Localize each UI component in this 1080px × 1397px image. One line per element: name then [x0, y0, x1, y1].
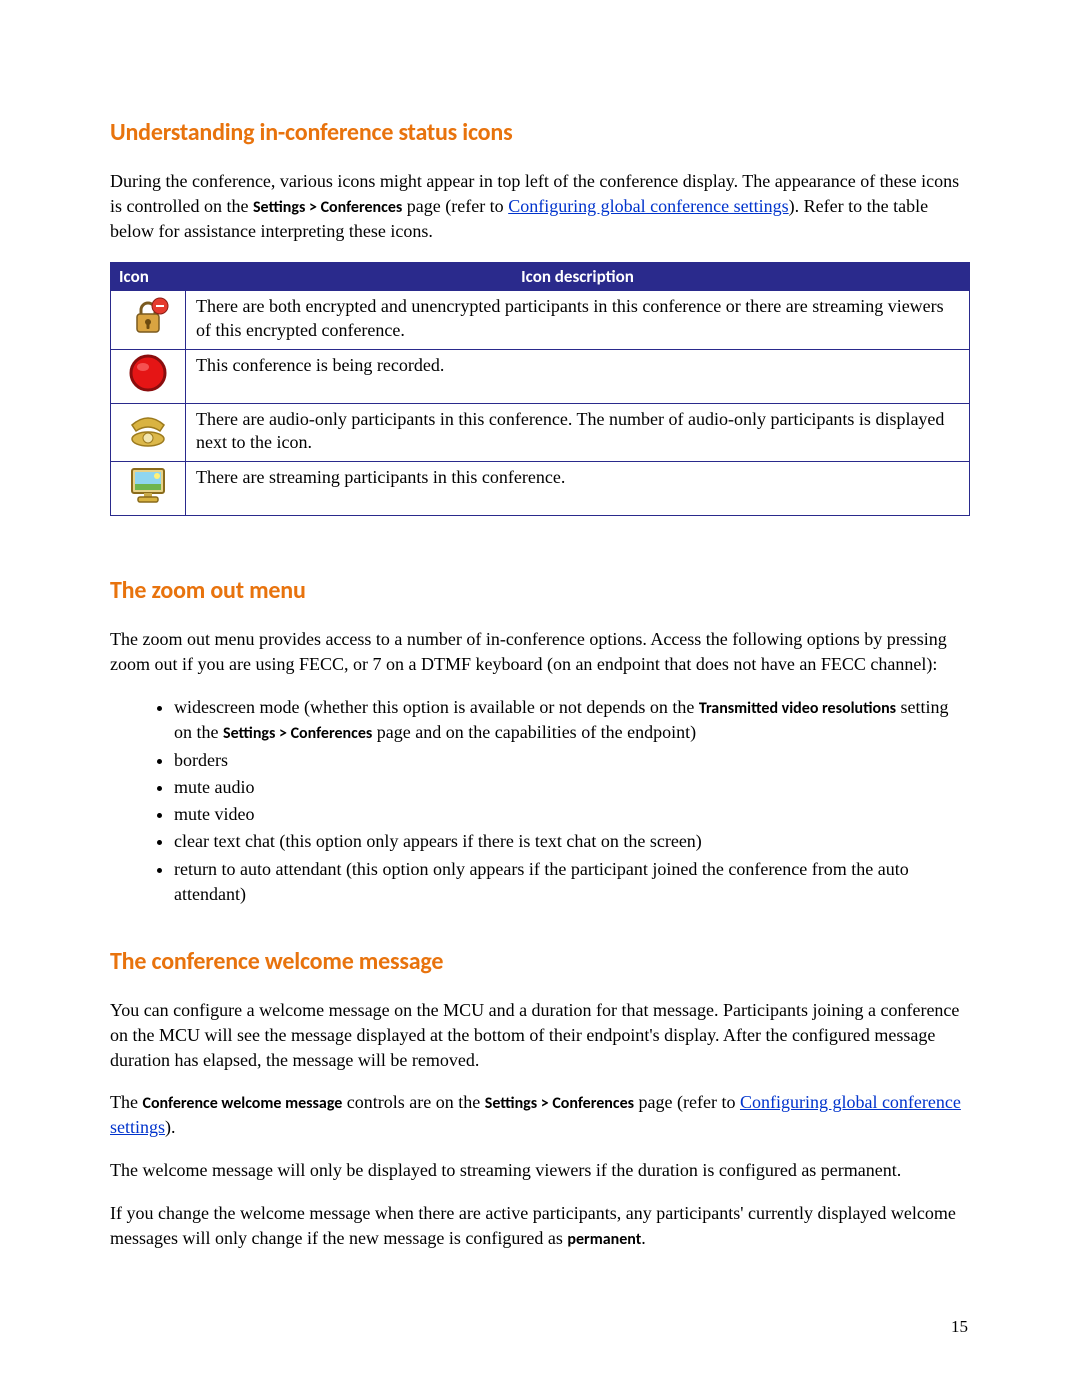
welcome-p2: The Conference welcome message controls … — [110, 1090, 970, 1140]
th-icon-description: Icon description — [186, 262, 970, 290]
p4-pre: If you change the welcome message when t… — [110, 1203, 956, 1248]
list-item: widescreen mode (whether this option is … — [174, 695, 970, 746]
welcome-p3: The welcome message will only be display… — [110, 1158, 970, 1183]
link-configuring-global-1[interactable]: Configuring global conference settings — [508, 196, 788, 216]
welcome-p4: If you change the welcome message when t… — [110, 1201, 970, 1251]
welcome-p1: You can configure a welcome message on t… — [110, 998, 970, 1072]
p2-bold-1: Conference welcome message — [142, 1094, 342, 1113]
icon-desc: There are audio-only participants in thi… — [186, 403, 970, 462]
icon-cell — [111, 403, 186, 462]
list-item: mute audio — [174, 775, 970, 800]
p2-bold-2: Settings > Conferences — [485, 1094, 634, 1113]
p2-pre: The — [110, 1092, 142, 1112]
intro-status-icons: During the conference, various icons mig… — [110, 169, 970, 244]
table-row: There are audio-only participants in thi… — [111, 403, 970, 462]
p2-mid1: controls are on the — [347, 1092, 485, 1112]
record-icon — [126, 351, 170, 395]
heading-welcome-message: The conference welcome message — [110, 947, 970, 976]
li-text-post: page and on the capabilities of the endp… — [377, 722, 696, 742]
list-item: borders — [174, 748, 970, 773]
heading-zoom-out-menu: The zoom out menu — [110, 576, 970, 605]
icon-cell — [111, 290, 186, 349]
li-bold-2: Settings > Conferences — [223, 724, 372, 743]
intro-text-mid: page (refer to — [407, 196, 508, 216]
table-row: This conference is being recorded. — [111, 349, 970, 403]
icon-desc: This conference is being recorded. — [186, 349, 970, 403]
page-number: 15 — [951, 1317, 968, 1337]
th-icon: Icon — [111, 262, 186, 290]
list-item: return to auto attendant (this option on… — [174, 857, 970, 907]
li-text-pre: widescreen mode (whether this option is … — [174, 697, 699, 717]
telephone-icon — [126, 407, 170, 451]
intro-settings-path: Settings > Conferences — [253, 198, 402, 217]
monitor-icon — [126, 463, 170, 507]
padlock-warning-icon — [126, 294, 170, 338]
heading-status-icons: Understanding in-conference status icons — [110, 118, 970, 147]
icon-desc: There are both encrypted and unencrypted… — [186, 290, 970, 349]
status-icons-table: Icon Icon description — [110, 262, 970, 517]
icon-desc: There are streaming participants in this… — [186, 462, 970, 516]
list-item: mute video — [174, 802, 970, 827]
table-row: There are both encrypted and unencrypted… — [111, 290, 970, 349]
p2-mid2: page (refer to — [639, 1092, 740, 1112]
icon-cell — [111, 462, 186, 516]
list-item: clear text chat (this option only appear… — [174, 829, 970, 854]
p4-bold: permanent — [567, 1230, 641, 1249]
p4-post: . — [641, 1228, 646, 1248]
table-row: There are streaming participants in this… — [111, 462, 970, 516]
li-bold-1: Transmitted video resolutions — [699, 699, 896, 718]
p2-post: ). — [165, 1117, 176, 1137]
intro-zoom-out: The zoom out menu provides access to a n… — [110, 627, 970, 677]
zoom-out-options-list: widescreen mode (whether this option is … — [110, 695, 970, 907]
icon-cell — [111, 349, 186, 403]
